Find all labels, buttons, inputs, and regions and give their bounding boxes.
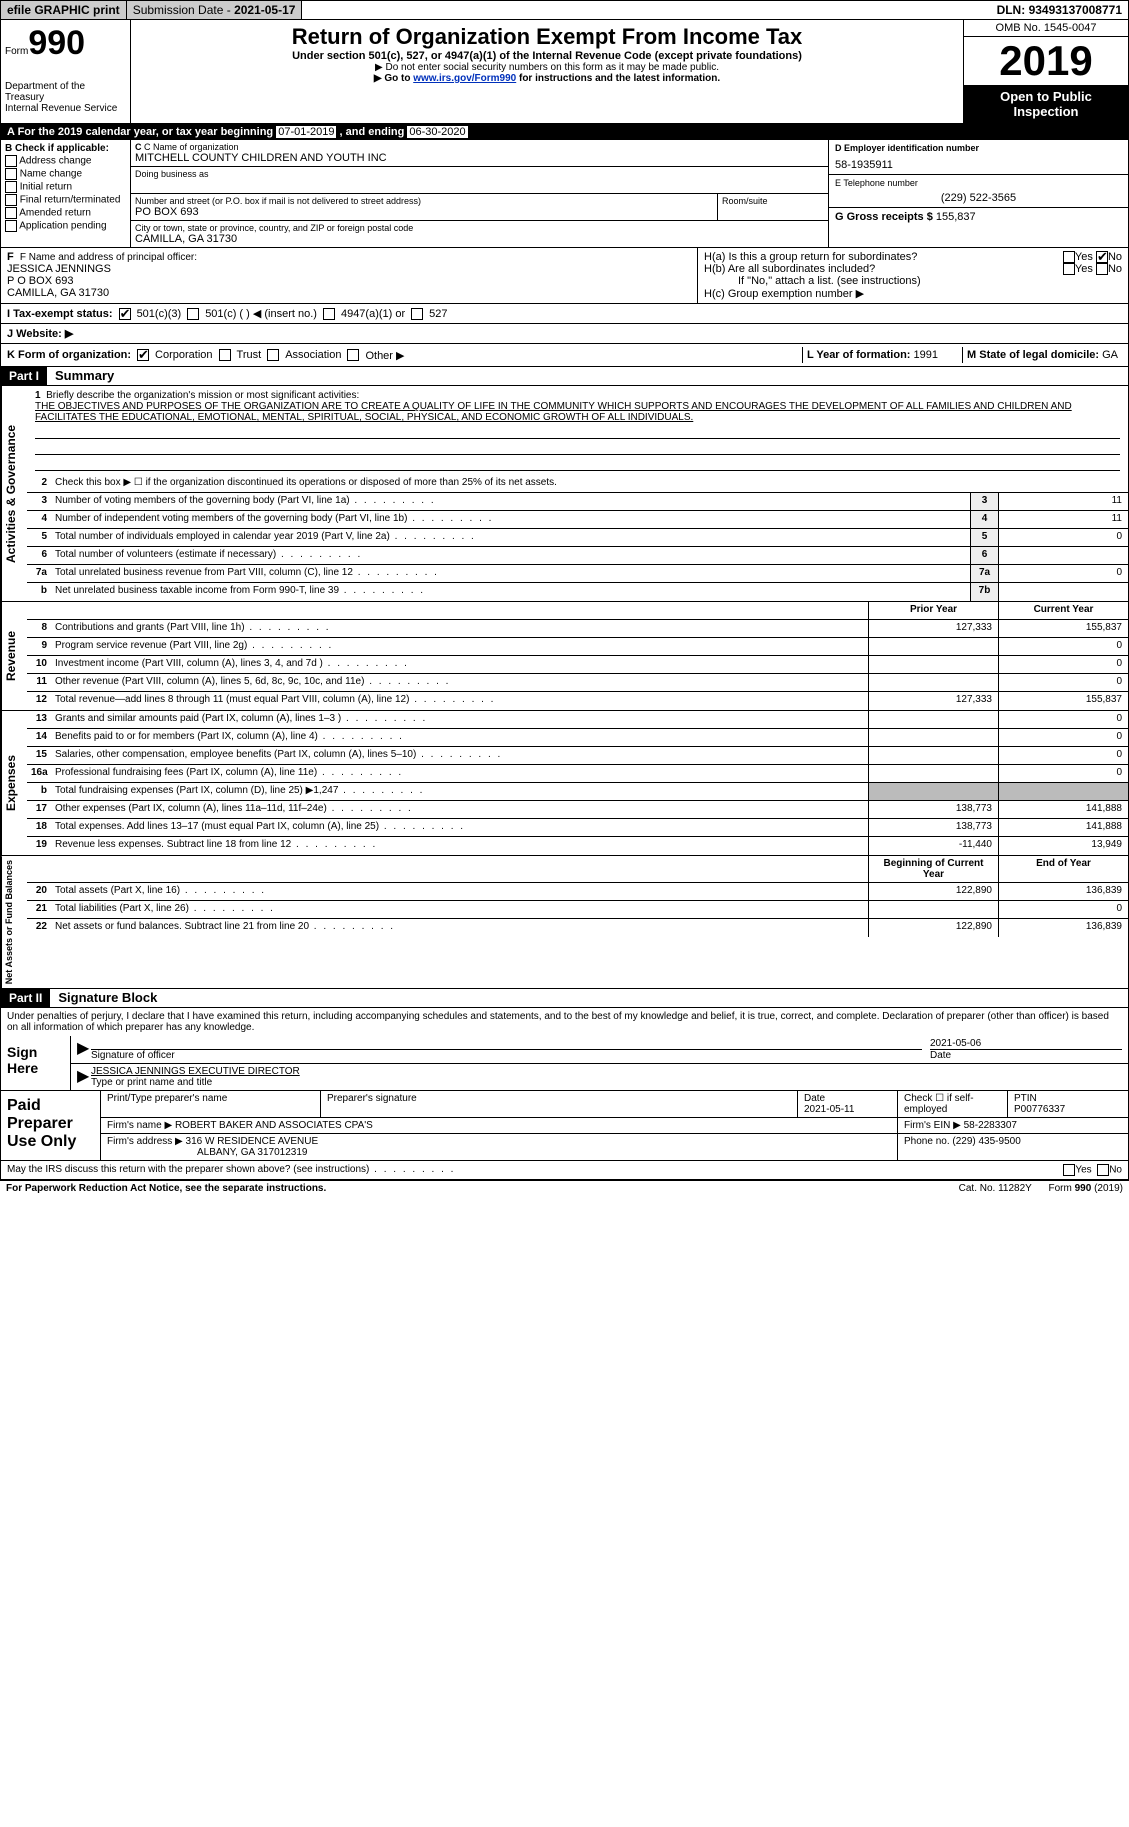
tax-exempt-status: I Tax-exempt status: 501(c)(3) 501(c) ( … <box>0 304 1129 324</box>
dln: DLN: 93493137008771 <box>991 1 1128 19</box>
part2-header: Part IISignature Block <box>0 989 1129 1008</box>
expenses-section: Expenses 13Grants and similar amounts pa… <box>0 711 1129 856</box>
perjury-text: Under penalties of perjury, I declare th… <box>0 1008 1129 1036</box>
submission-date: Submission Date - 2021-05-17 <box>127 1 303 19</box>
line-22: 22Net assets or fund balances. Subtract … <box>27 919 1128 937</box>
line-7a: 7aTotal unrelated business revenue from … <box>27 565 1128 583</box>
checkbox-name-change[interactable]: Name change <box>5 168 126 180</box>
signature-block: Sign Here ▶ Signature of officer2021-05-… <box>0 1036 1129 1091</box>
topbar: efile GRAPHIC print Submission Date - 20… <box>0 0 1129 20</box>
governance-section: Activities & Governance 1 Briefly descri… <box>0 386 1129 602</box>
line-18: 18Total expenses. Add lines 13–17 (must … <box>27 819 1128 837</box>
line-12: 12Total revenue—add lines 8 through 11 (… <box>27 692 1128 710</box>
line-6: 6Total number of volunteers (estimate if… <box>27 547 1128 565</box>
vtab-netassets: Net Assets or Fund Balances <box>1 856 27 988</box>
vtab-revenue: Revenue <box>1 602 27 710</box>
box-c: C C Name of organizationMITCHELL COUNTY … <box>131 140 828 247</box>
tax-period: A For the 2019 calendar year, or tax yea… <box>0 124 1129 140</box>
line-21: 21Total liabilities (Part X, line 26)0 <box>27 901 1128 919</box>
line-20: 20Total assets (Part X, line 16)122,8901… <box>27 883 1128 901</box>
line-13: 13Grants and similar amounts paid (Part … <box>27 711 1128 729</box>
box-f: F F Name and address of principal office… <box>1 248 698 303</box>
vtab-governance: Activities & Governance <box>1 386 27 601</box>
checkbox-address-change[interactable]: Address change <box>5 155 126 167</box>
line-14: 14Benefits paid to or for members (Part … <box>27 729 1128 747</box>
section-fh: F F Name and address of principal office… <box>0 248 1129 304</box>
line-10: 10Investment income (Part VIII, column (… <box>27 656 1128 674</box>
part1-header: Part ISummary <box>0 367 1129 386</box>
checkbox-application-pending[interactable]: Application pending <box>5 220 126 232</box>
checkbox-final-return-terminated[interactable]: Final return/terminated <box>5 194 126 206</box>
efile-print-button[interactable]: efile GRAPHIC print <box>1 1 127 19</box>
netassets-section: Net Assets or Fund Balances Beginning of… <box>0 856 1129 989</box>
form-id: Form990 Department of the Treasury Inter… <box>1 20 131 123</box>
checkbox-amended-return[interactable]: Amended return <box>5 207 126 219</box>
discuss-row: May the IRS discuss this return with the… <box>0 1161 1129 1180</box>
vtab-expenses: Expenses <box>1 711 27 855</box>
checkbox-initial-return[interactable]: Initial return <box>5 181 126 193</box>
box-defg: D Employer identification number58-19359… <box>828 140 1128 247</box>
line-5: 5Total number of individuals employed in… <box>27 529 1128 547</box>
website-row: J Website: ▶ <box>0 324 1129 344</box>
line-17: 17Other expenses (Part IX, column (A), l… <box>27 801 1128 819</box>
title-row: Form990 Department of the Treasury Inter… <box>0 20 1129 124</box>
box-h: H(a) Is this a group return for subordin… <box>698 248 1128 303</box>
line-7b: bNet unrelated business taxable income f… <box>27 583 1128 601</box>
instructions-link[interactable]: www.irs.gov/Form990 <box>413 73 516 84</box>
page-footer: For Paperwork Reduction Act Notice, see … <box>0 1180 1129 1196</box>
line-b: bTotal fundraising expenses (Part IX, co… <box>27 783 1128 801</box>
year-box: OMB No. 1545-0047 2019 Open to Public In… <box>963 20 1128 123</box>
line-9: 9Program service revenue (Part VIII, lin… <box>27 638 1128 656</box>
line-8: 8Contributions and grants (Part VIII, li… <box>27 620 1128 638</box>
line-11: 11Other revenue (Part VIII, column (A), … <box>27 674 1128 692</box>
line-19: 19Revenue less expenses. Subtract line 1… <box>27 837 1128 855</box>
line-15: 15Salaries, other compensation, employee… <box>27 747 1128 765</box>
header-block: B Check if applicable: Address change Na… <box>0 140 1129 248</box>
line-16a: 16aProfessional fundraising fees (Part I… <box>27 765 1128 783</box>
line-4: 4Number of independent voting members of… <box>27 511 1128 529</box>
box-b: B Check if applicable: Address change Na… <box>1 140 131 247</box>
revenue-section: Revenue Prior YearCurrent Year 8Contribu… <box>0 602 1129 711</box>
k-org-row: K Form of organization: Corporation Trus… <box>0 344 1129 367</box>
paid-preparer: Paid Preparer Use Only Print/Type prepar… <box>0 1091 1129 1161</box>
line-3: 3Number of voting members of the governi… <box>27 493 1128 511</box>
form-title: Return of Organization Exempt From Incom… <box>131 20 963 123</box>
